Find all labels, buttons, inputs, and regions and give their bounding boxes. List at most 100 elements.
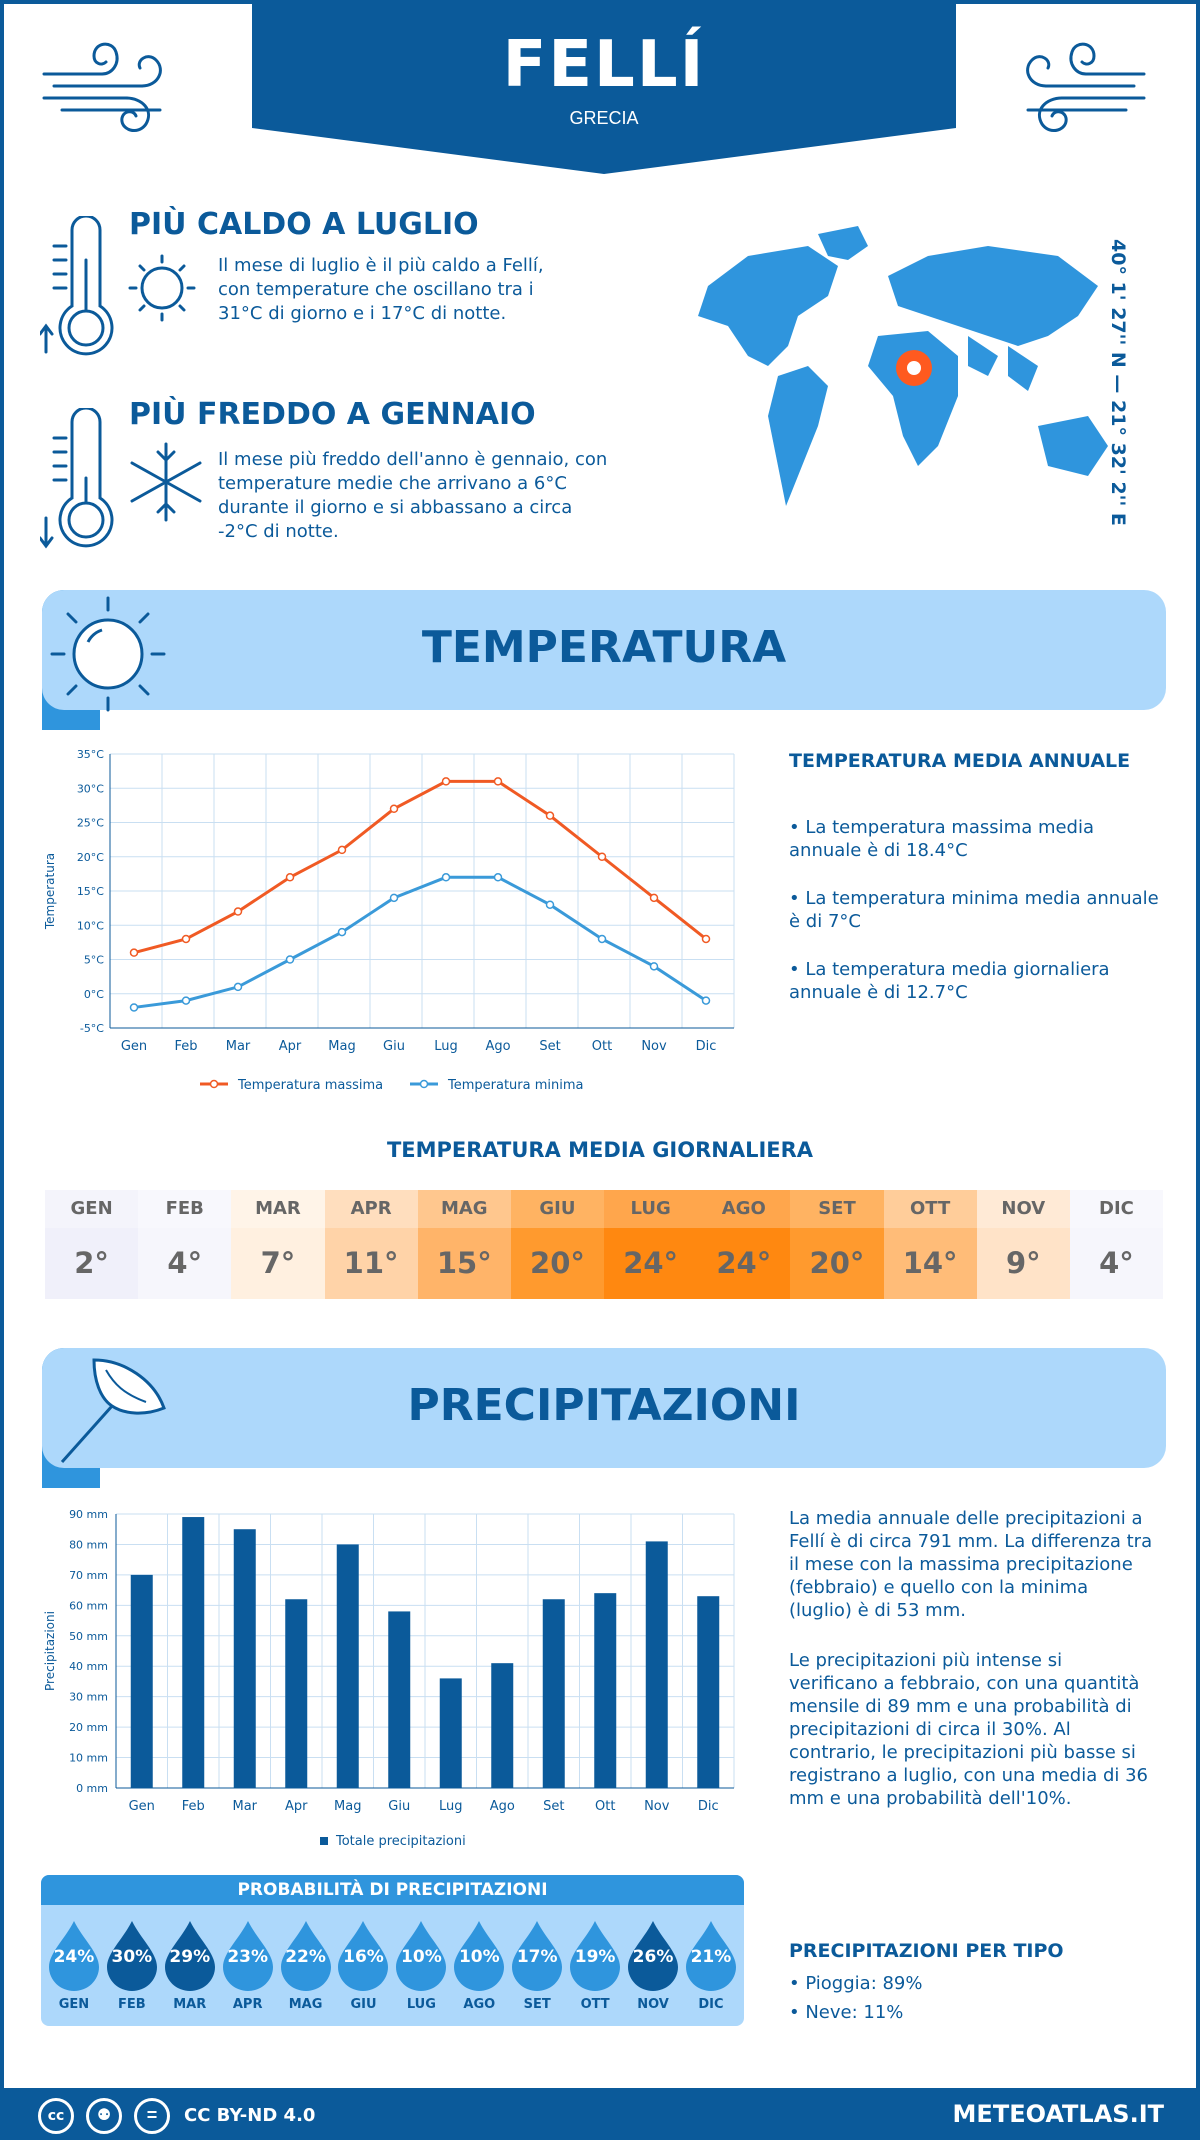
footer: cc ⚉ = CC BY-ND 4.0 METEOATLAS.IT xyxy=(0,2088,1200,2140)
precipitation-bar xyxy=(594,1593,617,1788)
precipitation-bar xyxy=(388,1611,411,1788)
precipitation-bar xyxy=(439,1678,462,1788)
probability-value: 10% xyxy=(458,1947,500,1967)
daily-temp-cell: APR 11° xyxy=(324,1190,418,1299)
drop-icon xyxy=(396,1921,447,1991)
probability-month: MAR xyxy=(173,1997,207,2012)
x-tick-label: Gen xyxy=(129,1799,155,1814)
data-point xyxy=(129,948,139,957)
data-point xyxy=(337,927,347,937)
series-line xyxy=(133,779,707,955)
probability-title: PROBABILITÀ DI PRECIPITAZIONI xyxy=(41,1875,744,1905)
precipitation-bar xyxy=(182,1517,205,1788)
y-tick-label: 15°C xyxy=(77,885,104,898)
daily-temp-table: GEN 2° FEB 4° MAR 7° APR 11° MAG 15° GIU 20° LUG 24° A… xyxy=(45,1190,1164,1299)
y-tick-label: 5°C xyxy=(84,954,104,967)
y-tick-label: 30°C xyxy=(77,782,104,795)
footer-site-link[interactable]: METEOATLAS.IT xyxy=(952,2100,1164,2128)
probability-month: OTT xyxy=(580,1997,610,2012)
probability-month: GIU xyxy=(350,1997,377,2012)
daily-temp-cell: DIC 4° xyxy=(1069,1190,1164,1299)
y-axis-title: Precipitazioni xyxy=(43,1611,57,1691)
daily-temp-value: 4° xyxy=(1099,1246,1134,1280)
daily-temp-cell: OTT 14° xyxy=(883,1190,977,1299)
annual-temp-bullet-2: • La temperatura minima media annuale è … xyxy=(789,888,1159,932)
daily-temp-month: NOV xyxy=(976,1190,1070,1228)
precip-type-title: PRECIPITAZIONI PER TIPO xyxy=(789,1940,1064,1962)
footer-license: CC BY-ND 4.0 xyxy=(184,2105,316,2126)
daily-temp-month: DIC xyxy=(1069,1190,1164,1228)
y-tick-label: 30 mm xyxy=(69,1691,108,1704)
page-title: FELLÍ xyxy=(502,28,706,102)
x-tick-label: Ott xyxy=(595,1799,615,1814)
daily-temp-value: 20° xyxy=(530,1246,585,1280)
probability-drop: 10% AGO xyxy=(452,1919,506,2012)
thermometer-cold-icon xyxy=(40,408,202,549)
y-tick-label: 25°C xyxy=(77,817,104,830)
precipitation-bar xyxy=(336,1544,359,1788)
drop-icon xyxy=(280,1921,331,1991)
legend-label: Totale precipitazioni xyxy=(335,1834,466,1849)
y-tick-label: 20 mm xyxy=(69,1721,108,1734)
probability-value: 24% xyxy=(53,1947,95,1967)
probability-drop: 22% MAG xyxy=(279,1919,333,2012)
header-banner: FELLÍ GRECIA xyxy=(252,4,956,174)
x-tick-label: Mar xyxy=(232,1799,257,1814)
precip-type-rain: • Pioggia: 89% xyxy=(789,1973,923,1994)
y-tick-label: 35°C xyxy=(77,748,104,761)
precipitation-probability-box: PROBABILITÀ DI PRECIPITAZIONI 24% GEN 30% F… xyxy=(41,1875,744,2026)
precipitation-bar xyxy=(542,1599,565,1788)
data-point xyxy=(389,893,399,903)
annual-temp-title: TEMPERATURA MEDIA ANNUALE xyxy=(789,750,1131,772)
probability-month: APR xyxy=(232,1997,263,2012)
drop-icon xyxy=(48,1921,99,1991)
precipitation-bar xyxy=(130,1574,153,1788)
precip-type-snow: • Neve: 11% xyxy=(789,2002,904,2023)
series-line xyxy=(133,875,707,1009)
data-point xyxy=(597,852,607,861)
legend-label: Temperatura minima xyxy=(447,1078,584,1093)
probability-row: 24% GEN 30% FEB 29% MAR 23% APR 22% MAG 16% GIU 10% L… xyxy=(41,1919,744,2012)
daily-temp-cell: GEN 2° xyxy=(45,1190,139,1299)
coldest-text: Il mese più freddo dell'anno è gennaio, … xyxy=(218,449,608,542)
daily-temp-value: 20° xyxy=(809,1246,865,1280)
precipitation-bar xyxy=(233,1529,256,1788)
probability-month: FEB xyxy=(118,1997,146,2012)
precipitation-title: PRECIPITAZIONI xyxy=(407,1380,801,1431)
y-tick-label: 10°C xyxy=(77,919,104,932)
data-point xyxy=(441,873,451,882)
data-point xyxy=(441,777,451,786)
daily-temp-cell: MAG 15° xyxy=(417,1190,511,1299)
x-tick-label: Feb xyxy=(174,1039,197,1054)
data-point xyxy=(649,962,659,971)
x-tick-label: Dic xyxy=(696,1039,717,1054)
daily-temp-value: 4° xyxy=(167,1246,203,1280)
daily-temp-month: GIU xyxy=(510,1190,605,1228)
probability-drop: 26% NOV xyxy=(626,1919,680,2012)
wind-icon-right xyxy=(1026,42,1146,133)
drop-icon xyxy=(570,1921,621,1991)
x-tick-label: Giu xyxy=(383,1039,405,1054)
precipitation-bar xyxy=(645,1541,668,1788)
probability-drop: 29% MAR xyxy=(163,1919,217,2012)
y-tick-label: 50 mm xyxy=(69,1630,108,1643)
probability-month: AGO xyxy=(463,1997,496,2012)
daily-temp-value: 24° xyxy=(716,1246,772,1280)
daily-temp-month: MAR xyxy=(231,1190,325,1228)
precipitation-bar xyxy=(697,1596,720,1788)
y-axis-title: Temperatura xyxy=(43,853,57,930)
umbrella-icon xyxy=(60,1358,166,1463)
y-tick-label: 80 mm xyxy=(69,1538,108,1551)
probability-value: 30% xyxy=(111,1947,153,1967)
daily-temp-cell: AGO 24° xyxy=(697,1190,791,1299)
temperature-chart: -5°C 0°C 5°C 10°C 15°C 20°C 25°C 30°C 35°C Gen Feb… xyxy=(43,748,735,1093)
drop-icon xyxy=(164,1921,215,1991)
coldest-title: PIÙ FREDDO A GENNAIO xyxy=(129,397,536,432)
probability-drop: 19% OTT xyxy=(568,1919,622,2012)
daily-temp-month: SET xyxy=(790,1190,884,1228)
warmest-title: PIÙ CALDO A LUGLIO xyxy=(129,207,479,242)
legend-swatch xyxy=(320,1837,328,1845)
daily-temp-month: APR xyxy=(324,1190,418,1228)
precipitation-band xyxy=(42,1348,1166,1468)
probability-value: 26% xyxy=(632,1947,674,1967)
